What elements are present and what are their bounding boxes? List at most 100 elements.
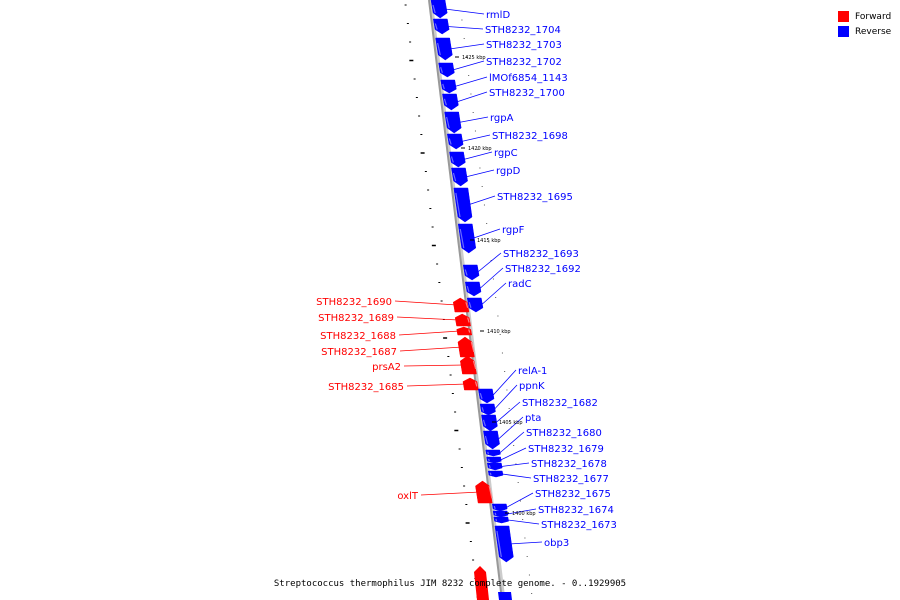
gene-sth8232-1688[interactable]: STH8232_1688 (320, 326, 473, 342)
gene-rgpa[interactable]: rgpA (444, 111, 514, 134)
label-connector (499, 431, 525, 454)
gene-shape (486, 456, 502, 464)
gene-label: rmlD (486, 10, 510, 21)
label-connector (396, 316, 459, 321)
label-connector (495, 401, 521, 424)
gene-oxlt[interactable]: oxlT (397, 480, 493, 504)
gene-rmld[interactable]: rmlD (430, 0, 510, 21)
gene-sth8232-1679[interactable]: STH8232_1679 (486, 444, 604, 464)
gene-sth8232-1690[interactable]: STH8232_1690 (316, 297, 470, 313)
gene-shape (474, 566, 489, 600)
gene-label: STH8232_1693 (503, 249, 579, 260)
legend-forward: Forward (838, 9, 891, 24)
gene-shape (493, 516, 509, 524)
gene-label: rgpC (494, 148, 518, 159)
gene-label: radC (508, 279, 532, 290)
gene-highlight (487, 458, 490, 462)
gene-label: oxlT (397, 491, 419, 502)
gene-sth8232-1692[interactable]: STH8232_1692 (464, 264, 581, 297)
gene-shape (454, 313, 471, 327)
label-connector (480, 282, 507, 306)
label-connector (398, 330, 460, 336)
gene-highlight (493, 505, 496, 510)
gene-label: STH8232_1679 (528, 444, 604, 455)
label-connector (449, 43, 485, 50)
gene-radc[interactable]: radC (466, 279, 532, 313)
gene-rgpf[interactable]: rgpF (457, 223, 525, 254)
label-connector (454, 76, 488, 87)
gene-sth8232-1689[interactable]: STH8232_1689 (318, 313, 471, 327)
gene-rgpd[interactable]: rgpD (451, 166, 521, 187)
gene-sth8232-1703[interactable]: STH8232_1703 (435, 37, 562, 61)
gene-rela-1[interactable]: relA-1 (478, 366, 547, 404)
label-connector (406, 383, 467, 387)
gene-label: STH8232_1704 (485, 25, 561, 36)
gene-sth8232-1702[interactable]: STH8232_1702 (438, 57, 562, 78)
gene-label: STH8232_1674 (538, 505, 614, 516)
gene-highlight (443, 98, 447, 106)
gene-sth8232-1678[interactable]: STH8232_1678 (487, 459, 607, 471)
label-connector (467, 195, 496, 206)
gene-highlight (464, 269, 468, 276)
gene-sth8232-1687[interactable]: STH8232_1687 (321, 336, 475, 358)
gene-shape (442, 93, 459, 111)
gene-shape (481, 414, 498, 432)
reverse-swatch (838, 26, 849, 37)
label-connector (493, 384, 518, 410)
gene-highlight (484, 435, 489, 445)
gene-sth8232-1680[interactable]: STH8232_1680 (485, 428, 602, 457)
gene-highlight (479, 393, 483, 399)
label-connector (403, 364, 465, 367)
gene-sth8232-1673[interactable]: STH8232_1673 (493, 516, 617, 531)
gene-lmof6854-1143[interactable]: lMOf6854_1143 (440, 73, 568, 94)
label-connector (502, 473, 532, 479)
label-connector (508, 541, 543, 545)
gene-shape (453, 187, 473, 223)
gene-label: rgpD (496, 166, 521, 177)
gene-shape (457, 223, 477, 254)
gene-sth8232-1674[interactable]: STH8232_1674 (492, 505, 614, 518)
gene-label: STH8232_1687 (321, 347, 397, 358)
gene-highlight (455, 192, 461, 218)
kbp-label: 1420 kbp (468, 146, 492, 152)
gene-ppnk[interactable]: ppnK (479, 381, 545, 416)
gene-sth8232-1700[interactable]: STH8232_1700 (442, 88, 565, 111)
gene-label: rgpF (502, 225, 525, 236)
label-connector (500, 447, 527, 461)
label-connector (479, 267, 504, 290)
gene-sth8232-1682[interactable]: STH8232_1682 (481, 398, 598, 432)
gene-sth8232-1704[interactable]: STH8232_1704 (433, 18, 561, 36)
gene-highlight (481, 407, 485, 412)
gene-shape (449, 151, 466, 168)
gene-shape (491, 503, 508, 512)
gene-highlight (459, 228, 465, 249)
gene-rgpc[interactable]: rgpC (449, 148, 518, 168)
gene-prsa2[interactable]: prsA2 (372, 355, 477, 375)
gene-shape (485, 449, 501, 457)
gene-pta[interactable]: pta (483, 413, 541, 450)
gene-shape (452, 297, 470, 313)
gene-highlight (489, 472, 492, 476)
label-connector (497, 416, 524, 441)
label-connector (456, 91, 488, 103)
gene-sth8232-1685[interactable]: STH8232_1685 (328, 377, 479, 393)
gene-sth8232-1695[interactable]: STH8232_1695 (453, 187, 573, 223)
label-connector (447, 26, 484, 30)
gene-shape (487, 462, 503, 471)
gene-label: STH8232_1695 (497, 192, 573, 203)
gene-sth8232-1698[interactable]: STH8232_1698 (446, 131, 568, 150)
gene-highlight (432, 4, 436, 14)
gene-highlight (488, 485, 493, 499)
gene-sth8232-1675[interactable]: STH8232_1675 (491, 489, 611, 512)
gene-obp3[interactable]: obp3 (494, 525, 569, 563)
gene-sth8232-1677[interactable]: STH8232_1677 (487, 470, 609, 485)
gene-label: STH8232_1690 (316, 297, 392, 308)
scale-ticks (404, 4, 533, 598)
gene-sth8232-1693[interactable]: STH8232_1693 (462, 249, 579, 281)
gene-label: STH8232_1700 (489, 88, 565, 99)
label-connector (420, 491, 481, 496)
label-connector (506, 492, 534, 508)
gene-shape (451, 167, 468, 187)
gene-label: STH8232_1677 (533, 474, 609, 485)
gene-highlight (494, 512, 497, 516)
